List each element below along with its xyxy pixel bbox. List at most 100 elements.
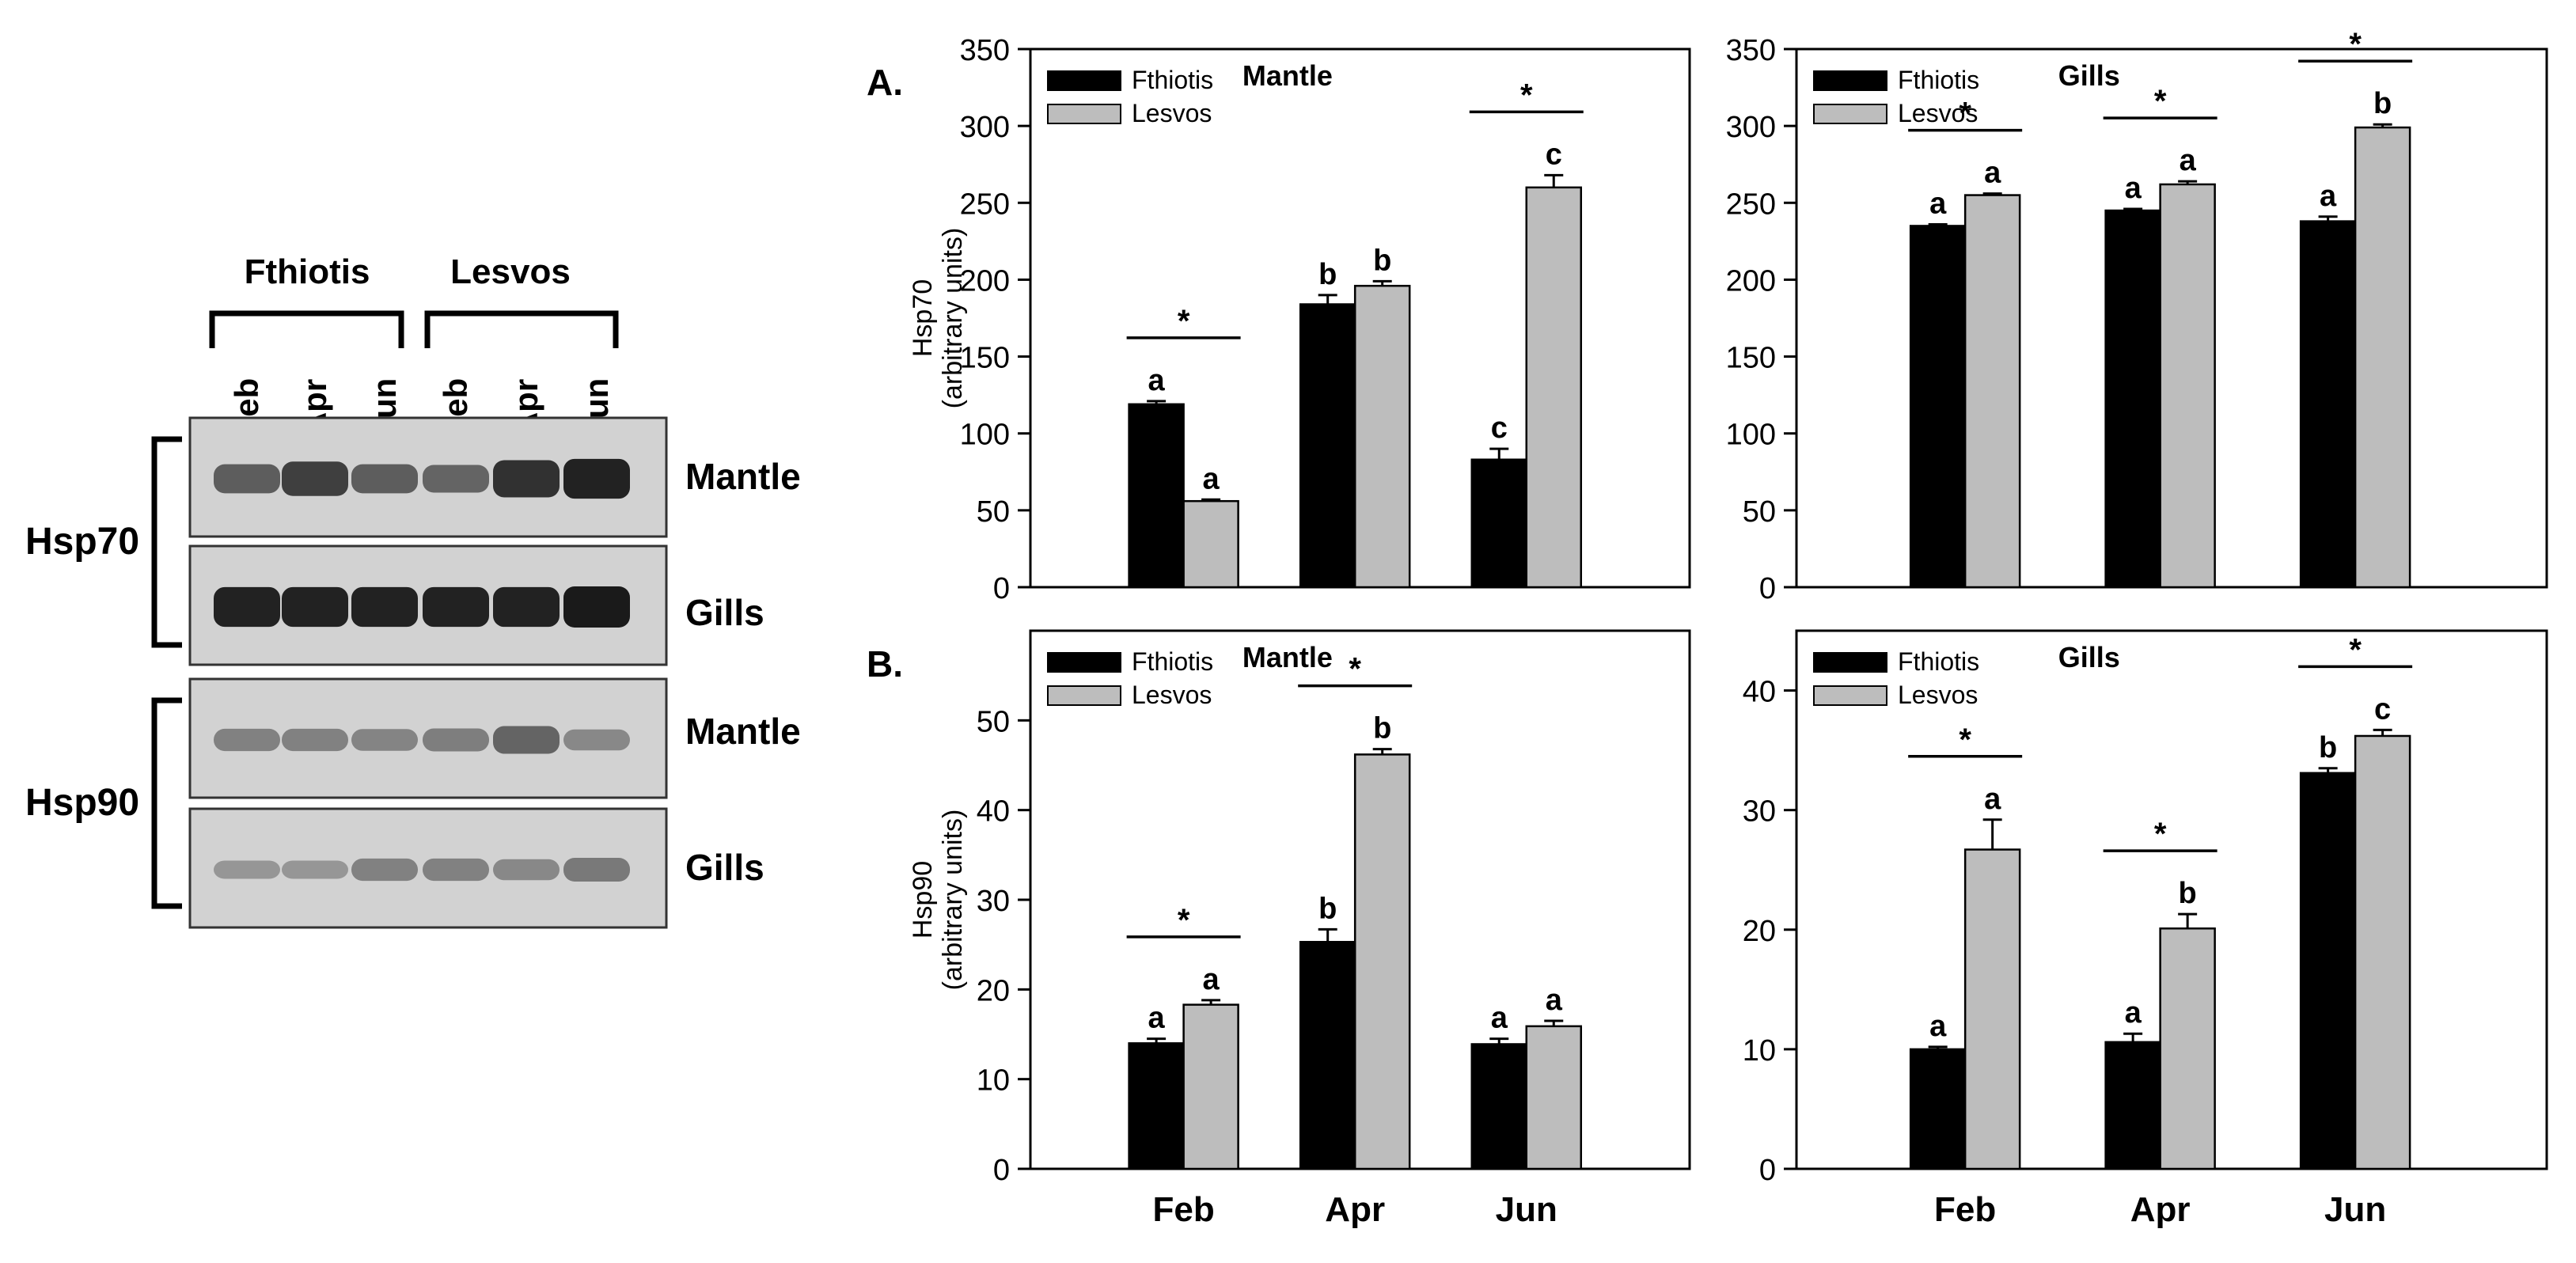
blot-band [214, 464, 280, 494]
bar [1182, 1003, 1239, 1170]
blot-group-label: Fthiotis [245, 252, 370, 291]
significance-letter: a [1148, 364, 1166, 397]
chart-panel: 0 10 20 30 40 50 a b a a b a * * Feb Apr Jun Fthiotis Lesv… [867, 629, 1691, 1229]
legend-swatch [1047, 685, 1121, 706]
significance-star: * [1959, 97, 1971, 131]
bar [1963, 194, 2021, 589]
blot-group-bracket [209, 310, 404, 348]
y-axis-label-line: Hsp90 [908, 861, 938, 939]
bar [2299, 220, 2357, 589]
chart-title: Gills [2058, 641, 2120, 673]
blot-tissue-label: Mantle [685, 456, 801, 497]
y-tick-label: 30 [977, 885, 1010, 918]
y-tick-label: 50 [977, 705, 1010, 738]
blot-band [351, 729, 418, 751]
significance-star: * [2349, 27, 2362, 62]
blot-protein-bracket [151, 436, 182, 648]
bar [1470, 458, 1528, 589]
blot-band [493, 586, 560, 628]
significance-letter: a [1203, 462, 1220, 495]
legend-label: Lesvos [1132, 99, 1212, 127]
y-tick-label: 40 [1743, 676, 1776, 709]
chart-panel: 0 10 20 30 40 a a b a b c * * * Feb Apr Jun Fthiotis Lesvo… [1743, 629, 2548, 1229]
blot-tissue-label: Mantle [685, 711, 801, 752]
y-axis-label: Hsp70(arbitrary units) [908, 228, 968, 409]
y-tick-label: 300 [1726, 111, 1776, 144]
significance-star: * [1178, 903, 1190, 938]
significance-letter: b [2373, 87, 2392, 120]
bar [1909, 225, 1967, 589]
blot-band [282, 728, 348, 752]
blot-band [563, 458, 630, 499]
legend-swatch [1813, 104, 1887, 124]
legend-swatch [1813, 685, 1887, 706]
chart-title: Gills [2058, 59, 2120, 92]
blot-tissue-label: Gills [685, 847, 764, 888]
blot-band [214, 860, 280, 879]
bar [2159, 183, 2216, 589]
significance-star: * [1349, 652, 1361, 687]
x-tick-label: Apr [1325, 1190, 1385, 1229]
blot-protein-label: Hsp70 [25, 521, 139, 563]
legend-swatch [1813, 70, 1887, 91]
significance-letter: b [1373, 244, 1391, 277]
x-tick-label: Feb [1934, 1190, 1996, 1229]
bar [1299, 941, 1356, 1170]
significance-letter: a [1546, 984, 1563, 1017]
y-tick-label: 100 [960, 419, 1010, 452]
chart-title: Mantle [1242, 59, 1333, 92]
chart-title: Mantle [1242, 641, 1333, 673]
significance-letter: b [2319, 731, 2337, 764]
significance-star: * [2154, 84, 2167, 119]
blot-group-label: Lesvos [450, 252, 571, 291]
y-tick-label: 10 [1743, 1034, 1776, 1068]
y-tick-label: 50 [977, 495, 1010, 529]
blot-band [493, 726, 560, 754]
y-tick-label: 0 [993, 1154, 1010, 1187]
blot-band [214, 586, 280, 628]
legend-swatch [1813, 652, 1887, 673]
blot-band [563, 729, 630, 751]
y-tick-label: 350 [960, 34, 1010, 67]
y-tick-label: 100 [1726, 419, 1776, 452]
blot-protein-label: Hsp90 [25, 782, 139, 824]
significance-star: * [1959, 723, 1971, 757]
legend-label: Fthiotis [1132, 66, 1213, 94]
significance-star: * [1520, 78, 1533, 112]
blot-band [423, 586, 489, 628]
y-tick-label: 40 [977, 795, 1010, 829]
y-tick-label: 300 [960, 111, 1010, 144]
blot-panel [188, 807, 668, 929]
significance-letter: a [1148, 1002, 1166, 1035]
bar [1909, 1048, 1967, 1170]
y-tick-label: 30 [1743, 795, 1776, 829]
bar [1470, 1043, 1528, 1170]
y-tick-label: 50 [1743, 495, 1776, 529]
significance-letter: a [1929, 1010, 1947, 1043]
significance-letter: c [1491, 412, 1508, 445]
blot-band [423, 728, 489, 752]
blot-band [351, 586, 418, 628]
y-tick-label: 150 [1726, 342, 1776, 375]
legend-swatch [1047, 104, 1121, 124]
significance-letter: c [1546, 138, 1562, 171]
y-axis-label: Hsp90(arbitrary units) [908, 810, 968, 991]
x-tick-label: Apr [2130, 1190, 2191, 1229]
blot-band [493, 460, 560, 498]
blot-band [214, 728, 280, 752]
blot-band [282, 461, 348, 496]
x-tick-label: Feb [1152, 1190, 1214, 1229]
blot-band [351, 464, 418, 494]
legend-label: Lesvos [1132, 681, 1212, 709]
significance-star: * [2154, 817, 2167, 851]
blot-band [563, 586, 630, 628]
significance-letter: c [2374, 692, 2391, 726]
blot-band [351, 858, 418, 882]
significance-letter: b [2179, 877, 2197, 910]
legend-label: Lesvos [1898, 99, 1978, 127]
bar [1525, 186, 1583, 589]
significance-letter: a [1984, 157, 2001, 190]
blot-band [423, 465, 489, 493]
